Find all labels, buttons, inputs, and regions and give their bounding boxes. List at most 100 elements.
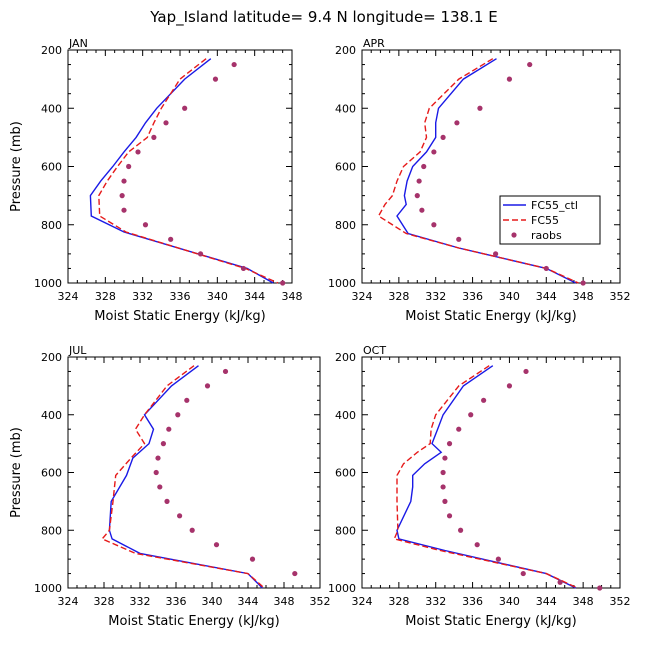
figure-title: Yap_Island latitude= 9.4 N longitude= 13…: [149, 8, 497, 27]
legend-entry-label: raobs: [531, 229, 562, 242]
panel-label: JUL: [68, 344, 87, 357]
x-tick-label: 328: [94, 595, 115, 608]
x-tick-label: 328: [95, 290, 116, 303]
y-tick-label: 1000: [34, 277, 62, 290]
panel-apr: 324 328 332 336 340 344 348 352 200 400 600 800 1000…: [328, 37, 631, 324]
y-tick-label: 400: [335, 409, 356, 422]
legend: FC55_ctl FC55 raobs: [499, 195, 601, 245]
legend-entry-label: FC55: [531, 214, 559, 227]
panel-jul: 324 328 332 336 340 344 348 352 200 400 600 800 1000…: [9, 344, 331, 629]
raobs-point: [119, 193, 125, 199]
x-tick-label: 340: [499, 290, 520, 303]
x-axis-label: Moist Static Energy (kJ/kg): [94, 309, 265, 324]
legend-entry-label: FC55_ctl: [531, 199, 578, 212]
raobs-point: [506, 76, 513, 82]
raobs-point: [493, 251, 499, 257]
raobs-point: [440, 134, 446, 140]
raobs-point: [446, 441, 453, 447]
raobs-point: [222, 368, 229, 375]
raobs-point: [142, 222, 149, 228]
raobs-point: [280, 280, 286, 286]
raobs-point: [468, 412, 474, 418]
x-tick-label: 344: [238, 595, 259, 608]
raobs-point: [135, 149, 141, 155]
plot-frame: [361, 49, 621, 284]
x-tick-label: 324: [352, 595, 373, 608]
raobs-point: [163, 120, 169, 126]
y-axis-label: Pressure (mb): [9, 121, 24, 212]
raobs-point: [557, 579, 563, 585]
raobs-point: [474, 542, 480, 548]
y-tick-label: 800: [335, 219, 356, 232]
raobs-point: [231, 61, 237, 68]
fc55-ctl-line: [396, 58, 577, 284]
x-tick-label: 336: [462, 595, 483, 608]
raobs-point: [506, 383, 513, 389]
y-tick-label: 200: [41, 351, 62, 364]
raobs-point: [292, 570, 298, 577]
y-tick-label: 800: [41, 524, 62, 537]
fc55-ctl-line: [396, 365, 577, 589]
raobs-point: [523, 368, 529, 375]
x-axis-label: Moist Static Energy (kJ/kg): [405, 309, 576, 324]
x-tick-label: 344: [244, 290, 265, 303]
raobs-point: [126, 163, 132, 170]
y-tick-label: 200: [335, 44, 356, 57]
x-tick-label: 332: [132, 290, 153, 303]
raobs-point: [166, 426, 172, 432]
x-tick-label: 336: [462, 290, 483, 303]
panel-label: OCT: [363, 344, 386, 357]
x-tick-label: 336: [170, 290, 191, 303]
raobs-point: [175, 412, 181, 418]
plot-frame: [67, 356, 321, 589]
y-tick-label: 1000: [34, 582, 62, 595]
y-tick-label: 600: [335, 467, 356, 480]
fc55-ctl-line: [89, 58, 274, 284]
y-axis-label: Pressure (mb): [9, 427, 24, 518]
raobs-point: [168, 236, 174, 242]
fc55-ctl-line: [108, 365, 263, 589]
panel-jan: 324 328 332 336 340 344 348 200 400 600 800 1000 JAN…: [9, 37, 303, 324]
y-tick-label: 800: [41, 219, 62, 232]
x-tick-label: 332: [425, 290, 446, 303]
raobs-point: [204, 383, 211, 389]
x-tick-label: 352: [310, 595, 331, 608]
panel-oct: 324 328 332 336 340 344 348 352 200 400 600 800 1000…: [328, 344, 631, 629]
raobs-point: [184, 397, 190, 403]
x-tick-label: 340: [499, 595, 520, 608]
x-tick-label: 324: [352, 290, 373, 303]
raobs-point: [153, 469, 159, 476]
y-tick-label: 400: [41, 409, 62, 422]
fc55-line: [377, 58, 579, 284]
x-axis-label: Moist Static Energy (kJ/kg): [108, 614, 279, 629]
y-tick-label: 400: [41, 102, 62, 115]
raobs-point: [189, 527, 195, 533]
panel-label: JAN: [68, 37, 88, 50]
raobs-point: [421, 163, 427, 170]
x-tick-label: 336: [166, 595, 187, 608]
plot-frame: [361, 356, 621, 589]
y-tick-label: 800: [335, 524, 356, 537]
raobs-point: [160, 441, 166, 447]
raobs-point: [431, 149, 437, 155]
legend-raobs-marker: [511, 232, 517, 238]
raobs-point: [495, 556, 501, 562]
raobs-point: [520, 570, 526, 577]
x-tick-label: 352: [610, 290, 631, 303]
raobs-point: [416, 178, 422, 184]
raobs-point: [121, 207, 127, 213]
y-tick-label: 600: [335, 161, 356, 174]
raobs-point: [456, 426, 462, 432]
raobs-point: [442, 455, 448, 461]
raobs-point: [446, 513, 453, 519]
raobs-point: [155, 455, 161, 461]
raobs-point: [121, 178, 127, 184]
panel-label: APR: [363, 37, 385, 50]
raobs-point: [157, 484, 163, 490]
x-tick-label: 348: [573, 595, 594, 608]
x-axis-label: Moist Static Energy (kJ/kg): [405, 614, 576, 629]
raobs-point: [481, 397, 487, 403]
raobs-point: [454, 120, 460, 126]
y-tick-label: 600: [41, 467, 62, 480]
